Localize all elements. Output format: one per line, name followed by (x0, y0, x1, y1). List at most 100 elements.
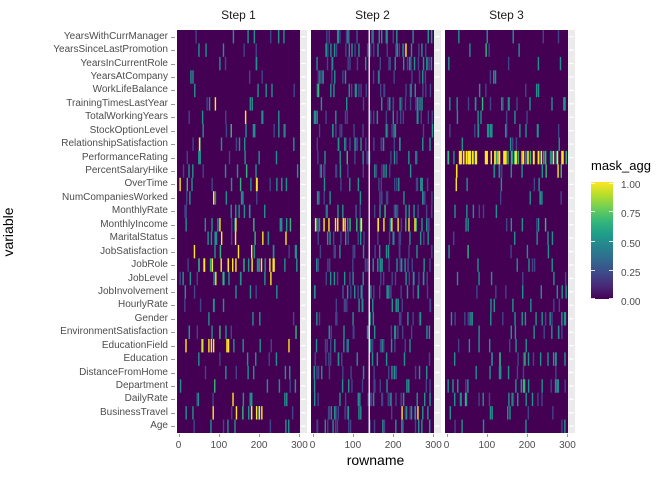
y-axis-tick-mark (171, 251, 175, 253)
y-axis-tick-mark (171, 184, 175, 186)
y-axis-tick-label: OverTime (124, 178, 168, 190)
y-axis-tick-label: MonthlyIncome (100, 218, 168, 230)
y-axis-tick-label: EnvironmentSatisfaction (60, 326, 168, 338)
x-axis-tick-label: 300 (425, 440, 442, 451)
y-axis-tick-mark (171, 372, 175, 374)
y-axis-tick-mark (171, 144, 175, 146)
legend-tick-mark (609, 269, 613, 271)
legend-tick-mark (591, 182, 595, 184)
heatmap-panel-2 (311, 30, 441, 438)
y-axis-tick-mark (171, 211, 175, 213)
legend-tick-mark (609, 297, 613, 299)
y-axis-tick-label: Age (150, 420, 168, 432)
heatmap-panel-1 (177, 30, 307, 438)
y-axis-tick-mark (171, 117, 175, 119)
legend-tick-mark (591, 240, 595, 242)
y-axis-tick-mark (171, 399, 175, 401)
y-axis-tick-mark (171, 77, 175, 79)
y-axis-tick-label: YearsAtCompany (90, 71, 168, 83)
y-axis-tick-label: MonthlyRate (111, 205, 168, 217)
x-axis-tick-label: 200 (384, 440, 402, 451)
y-axis-tick-label: DailyRate (124, 393, 168, 405)
facet-strip-step-2: Step 2 (355, 8, 390, 22)
y-axis-tick-label: TrainingTimesLastYear (66, 97, 168, 109)
y-axis-tick-mark (171, 63, 175, 65)
y-axis-tick-mark (171, 171, 175, 173)
y-axis-tick-label: PerformanceRating (81, 151, 168, 163)
y-axis-tick-mark (171, 385, 175, 387)
y-axis-tick-mark (171, 90, 175, 92)
y-axis-tick-mark (171, 130, 175, 132)
y-axis-tick-mark (171, 291, 175, 293)
y-axis-tick-label: NumCompaniesWorked (62, 191, 168, 203)
y-axis-tick-label: JobLevel (127, 272, 168, 284)
y-axis-tick-mark (171, 412, 175, 414)
y-axis-tick-mark (171, 36, 175, 38)
y-axis-tick-mark (171, 197, 175, 199)
y-axis-tick-mark (171, 224, 175, 226)
color-legend: mask_agg 1.00 0.75 0.50 0.25 0.00 (589, 158, 651, 308)
legend-tick-mark (591, 211, 595, 213)
y-axis-tick-mark (171, 426, 175, 428)
x-axis-tick-mark (352, 434, 354, 437)
heatmap-panel-canvas (311, 30, 441, 433)
y-axis-tick-label: YearsSinceLastPromotion (53, 44, 168, 56)
x-axis-tick-mark (486, 434, 488, 437)
x-axis-tick-label: 300 (291, 440, 308, 451)
x-axis-tick-mark (393, 434, 395, 437)
legend-tick-mark (591, 297, 595, 299)
x-axis-tick-mark (446, 434, 448, 437)
y-axis-tick-label: Gender (134, 312, 168, 324)
legend-tick-mark (591, 269, 595, 271)
y-axis-tick-label: Department (115, 379, 168, 391)
y-axis-tick-mark (171, 157, 175, 159)
legend-colorbar (591, 182, 613, 299)
x-axis-tick-mark (312, 434, 314, 437)
y-axis-tick-label: BusinessTravel (100, 406, 168, 418)
x-axis-tick-mark (299, 434, 301, 437)
heatmap-panel-3 (445, 30, 575, 438)
y-axis-tick-label: Education (123, 353, 168, 365)
legend-tick-mark (609, 211, 613, 213)
legend-tick-mark (609, 240, 613, 242)
x-axis-tick-label: 0 (309, 440, 316, 451)
facet-strip-step-3: Step 3 (489, 8, 524, 22)
y-axis-tick-mark (171, 359, 175, 361)
x-axis-tick-label: 0 (443, 440, 450, 451)
y-axis-tick-mark (171, 305, 175, 307)
legend-tick-label: 0.75 (621, 209, 641, 221)
legend-tick-label: 0.50 (621, 238, 641, 250)
y-axis-tick-mark (171, 50, 175, 52)
legend-tick-label: 0.25 (621, 267, 641, 279)
y-axis-tick-label: YearsInCurrentRole (80, 57, 168, 69)
x-axis-tick-label: 0 (175, 440, 182, 451)
y-axis-tick-label: JobRole (131, 259, 168, 271)
y-axis-tick-mark (171, 265, 175, 267)
facet-strip-step-1: Step 1 (221, 8, 256, 22)
legend-tick-label: 1.00 (621, 180, 641, 191)
x-axis-tick-label: 200 (250, 440, 268, 451)
y-axis-tick-mark (171, 345, 175, 347)
y-axis-tick-label: StockOptionLevel (89, 124, 168, 136)
y-axis-tick-mark (171, 238, 175, 240)
legend-title: mask_agg (591, 158, 651, 173)
y-axis-tick-label: HourlyRate (117, 299, 168, 311)
y-axis-tick-label: MaritalStatus (109, 232, 168, 244)
y-axis-tick-label: PercentSalaryHike (85, 165, 168, 177)
x-axis-tick-mark (527, 434, 529, 437)
heatmap-panel-canvas (177, 30, 307, 433)
y-axis-tick-label: YearsWithCurrManager (63, 30, 168, 42)
x-axis-tick-mark (433, 434, 435, 437)
y-axis-tick-label: RelationshipSatisfaction (61, 138, 168, 150)
x-axis-tick-mark (259, 434, 261, 437)
y-axis-tick-label: DistanceFromHome (79, 366, 168, 378)
y-axis-tick-label: EducationField (101, 339, 168, 351)
x-axis-tick-label: 100 (478, 440, 496, 451)
y-axis-tick-label: TotalWorkingYears (85, 111, 168, 123)
y-axis-tick-label: WorkLifeBalance (92, 84, 168, 96)
x-axis-title: rowname (346, 452, 405, 468)
legend-tick-label: 0.00 (621, 297, 641, 308)
x-axis-tick-label: 100 (210, 440, 228, 451)
y-axis-tick-mark (171, 318, 175, 320)
